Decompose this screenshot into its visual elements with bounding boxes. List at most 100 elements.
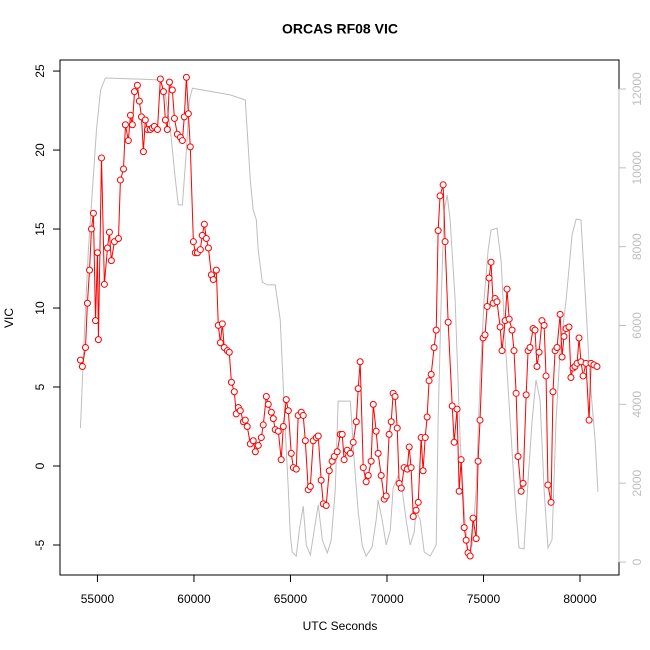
data-point: [212, 266, 220, 274]
data-point: [204, 244, 212, 252]
data-point: [436, 192, 444, 200]
data-point: [439, 181, 447, 189]
chart-title: ORCAS RF08 VIC: [282, 21, 398, 37]
data-point: [196, 246, 204, 254]
data-point: [556, 310, 564, 318]
data-point: [94, 336, 102, 344]
data-point: [593, 362, 601, 370]
data-point: [508, 326, 516, 334]
y2-tick-label: 2000: [630, 469, 644, 496]
y2-tick-label: 0: [630, 558, 644, 565]
data-point: [103, 244, 111, 252]
data-point: [512, 389, 520, 397]
data-point: [251, 448, 259, 456]
data-point: [227, 378, 235, 386]
data-point: [120, 165, 128, 173]
data-point: [387, 418, 395, 426]
y2-tick-label: 10000: [630, 151, 644, 185]
data-point: [542, 372, 550, 380]
data-point: [367, 457, 375, 465]
data-point: [441, 238, 449, 246]
data-point: [314, 432, 322, 440]
data-point: [457, 456, 465, 464]
data-point: [372, 427, 380, 435]
x-tick-label: 55000: [81, 592, 115, 606]
data-point: [165, 78, 173, 86]
data-point: [279, 423, 287, 431]
data-point: [553, 344, 561, 352]
data-point: [168, 86, 176, 94]
data-point: [225, 348, 233, 356]
y-tick-label: 15: [33, 222, 47, 236]
data-point: [472, 535, 480, 543]
data-point: [514, 453, 522, 461]
data-point: [460, 524, 468, 532]
data-point: [124, 137, 132, 145]
data-point: [292, 465, 300, 473]
data-point: [299, 411, 307, 419]
data-point: [78, 362, 86, 370]
data-point: [322, 501, 330, 509]
y-tick-label: 10: [33, 301, 47, 315]
data-point: [163, 126, 171, 134]
data-point: [135, 97, 143, 105]
data-point: [517, 487, 525, 495]
x-tick-label: 80000: [563, 592, 597, 606]
data-point: [340, 456, 348, 464]
data-point: [277, 456, 285, 464]
x-axis-label: UTC Seconds: [303, 619, 378, 633]
data-point: [200, 220, 208, 228]
x-tick-label: 65000: [274, 592, 308, 606]
data-point: [153, 126, 161, 134]
data-point: [434, 227, 442, 235]
data-point: [287, 449, 295, 457]
data-point: [264, 400, 272, 408]
data-point: [139, 148, 147, 156]
data-point: [414, 498, 422, 506]
data-point: [432, 326, 440, 334]
data-point: [483, 302, 491, 310]
data-point: [209, 276, 217, 284]
data-point: [558, 353, 566, 361]
y2-tick-label: 4000: [630, 391, 644, 418]
data-point: [450, 438, 458, 446]
data-point: [531, 326, 539, 334]
data-point: [236, 407, 244, 415]
data-point: [267, 408, 275, 416]
data-point: [455, 487, 463, 495]
data-point: [121, 121, 129, 129]
data-point: [485, 274, 493, 282]
data-point: [349, 438, 357, 446]
data-point: [83, 299, 91, 307]
data-point: [430, 344, 438, 352]
data-point: [114, 235, 122, 243]
data-point: [419, 467, 427, 475]
data-point: [579, 372, 587, 380]
data-point: [487, 258, 495, 266]
data-point: [202, 235, 210, 243]
data-point: [301, 437, 309, 445]
data-point: [505, 315, 513, 323]
y-tick-label: 5: [33, 383, 47, 390]
data-point: [462, 536, 470, 544]
data-point: [182, 73, 190, 81]
data-point: [126, 111, 134, 119]
data-point: [274, 427, 282, 435]
data-point: [89, 209, 97, 217]
data-point: [257, 434, 265, 442]
data-point: [540, 321, 548, 329]
x-tick-label: 70000: [370, 592, 404, 606]
data-point: [98, 154, 106, 162]
data-point: [333, 448, 341, 456]
data-point: [374, 449, 382, 457]
data-point: [359, 464, 367, 472]
data-point: [105, 228, 113, 236]
data-point: [405, 443, 413, 451]
data-point: [544, 481, 552, 489]
data-point: [189, 238, 197, 246]
data-point: [325, 467, 333, 475]
data-point: [567, 374, 575, 382]
data-point: [354, 385, 362, 393]
data-point: [533, 362, 541, 370]
data-point: [184, 110, 192, 118]
